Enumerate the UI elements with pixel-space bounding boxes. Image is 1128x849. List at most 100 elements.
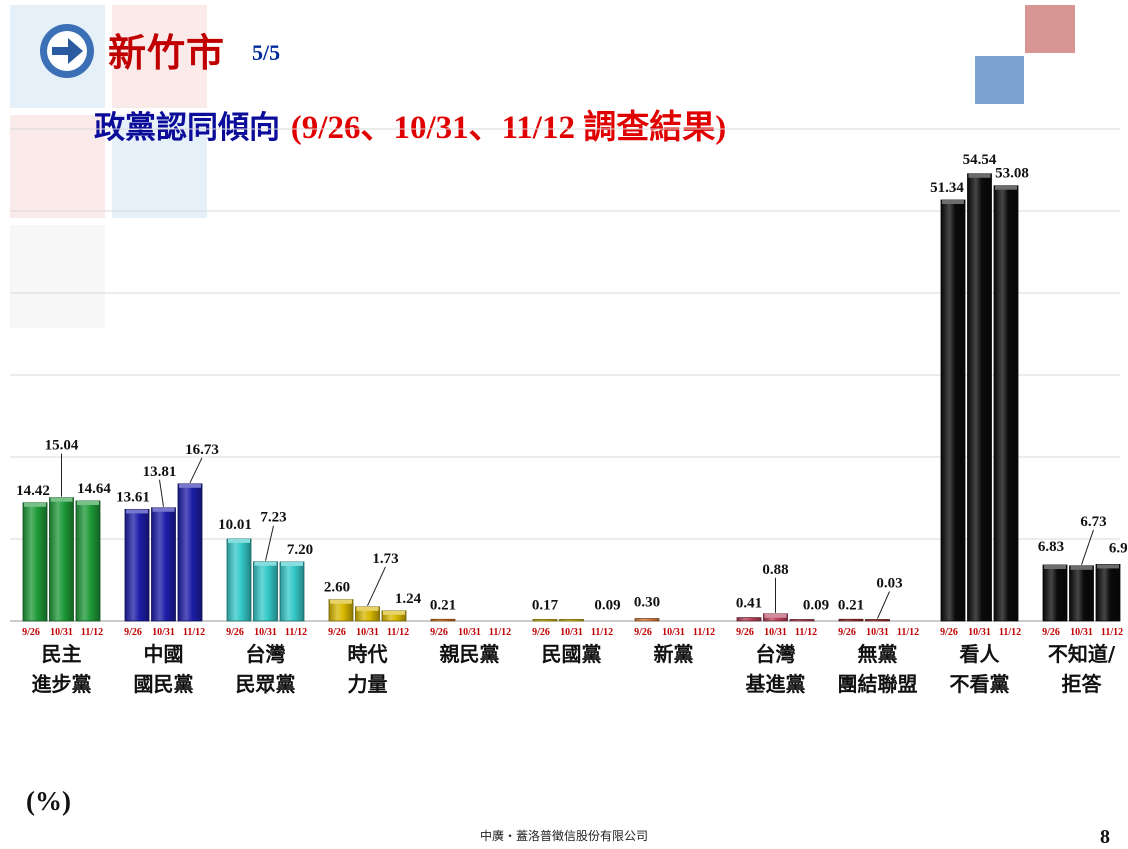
bar-top-highlight — [1097, 564, 1119, 569]
data-label: 0.88 — [762, 562, 788, 578]
label-leader-line — [189, 457, 203, 484]
subtitle-dates: (9/26、10/31、11/12 調查結果) — [290, 110, 727, 146]
wave-tick-label: 10/31 — [50, 627, 73, 638]
wave-tick-label: 10/31 — [254, 627, 277, 638]
bar-top-highlight — [77, 500, 99, 505]
wave-tick-label: 10/31 — [968, 627, 991, 638]
wave-tick-label: 9/26 — [532, 627, 550, 638]
bar-9-10-31 — [865, 619, 890, 622]
wave-tick-label: 9/26 — [328, 627, 346, 638]
bar-top-highlight — [995, 185, 1017, 190]
bar-10-10-31 — [967, 173, 992, 622]
bar-top-highlight — [330, 599, 352, 604]
wave-tick-label: 11/12 — [1101, 627, 1123, 638]
wave-tick-label: 10/31 — [356, 627, 379, 638]
wave-tick-label: 10/31 — [866, 627, 889, 638]
data-label: 2.60 — [324, 580, 350, 596]
data-label: 1.73 — [372, 551, 398, 567]
wave-tick-label: 9/26 — [22, 627, 40, 638]
bar-1-9-26 — [22, 502, 48, 622]
bar-top-highlight — [1044, 564, 1066, 569]
bar-6-9-26 — [532, 619, 558, 622]
category-label: 台灣 — [246, 642, 286, 666]
wave-tick-label: 9/26 — [1042, 627, 1060, 638]
data-label: 0.17 — [532, 598, 559, 614]
category-label: 民國黨 — [542, 642, 602, 666]
decor-square — [1025, 5, 1075, 53]
wave-tick-label: 9/26 — [736, 627, 754, 638]
wave-tick-label: 10/31 — [1070, 627, 1093, 638]
bar-top-highlight — [356, 606, 379, 611]
decor-square — [112, 5, 207, 108]
wave-tick-label: 9/26 — [838, 627, 856, 638]
data-label: 13.81 — [143, 464, 177, 480]
data-label: 6.90 — [1109, 540, 1128, 556]
category-label: 進步黨 — [32, 672, 92, 696]
bar-11-10-31 — [1069, 565, 1094, 622]
wave-tick-label: 9/26 — [940, 627, 958, 638]
bar-8-9-26 — [736, 617, 762, 622]
category-label: 不看黨 — [950, 672, 1010, 696]
wave-tick-label: 11/12 — [795, 627, 817, 638]
data-label: 0.21 — [838, 597, 864, 613]
bar-top-highlight — [1070, 565, 1093, 570]
data-label: 7.23 — [260, 510, 286, 526]
page-title: 新竹市 — [108, 31, 226, 75]
bar-3-10-31 — [253, 561, 278, 622]
category-label: 團結聯盟 — [838, 672, 918, 696]
category-label: 不知道/ — [1048, 642, 1116, 666]
wave-tick-label: 9/26 — [430, 627, 448, 638]
wave-tick-label: 11/12 — [489, 627, 511, 638]
bar-top-highlight — [50, 497, 73, 502]
wave-tick-label: 9/26 — [124, 627, 142, 638]
bar-top-highlight — [942, 200, 964, 205]
label-leader-line — [1081, 529, 1094, 565]
category-label: 中國 — [144, 642, 184, 666]
category-label: 無黨 — [858, 642, 898, 666]
category-label: 拒答 — [1062, 672, 1103, 696]
subtitle-main: 政黨認同傾向 — [94, 110, 280, 146]
bar-2-9-26 — [124, 508, 150, 622]
wave-tick-label: 11/12 — [183, 627, 205, 638]
bar-2-10-31 — [151, 507, 176, 622]
bar-10-11-12 — [993, 185, 1019, 622]
bar-1-11-12 — [75, 500, 101, 622]
data-label: 6.83 — [1038, 539, 1064, 555]
wave-tick-label: 10/31 — [662, 627, 685, 638]
page-number: 8 — [1100, 826, 1110, 848]
category-label: 民眾黨 — [236, 672, 296, 696]
wave-tick-label: 11/12 — [693, 627, 715, 638]
bar-3-9-26 — [226, 538, 252, 622]
bar-3-11-12 — [279, 561, 305, 622]
wave-tick-label: 10/31 — [764, 627, 787, 638]
data-label: 14.64 — [77, 481, 111, 497]
chart-subtitle: 政黨認同傾向 (9/26、10/31、11/12 調查結果) — [94, 100, 726, 148]
data-label: 51.34 — [930, 180, 964, 196]
bar-top-highlight — [383, 610, 405, 615]
data-label: 0.41 — [736, 596, 762, 612]
wave-tick-label: 10/31 — [152, 627, 175, 638]
data-label: 0.03 — [876, 576, 902, 592]
wave-tick-label: 10/31 — [458, 627, 481, 638]
bar-top-highlight — [126, 509, 148, 514]
wave-tick-label: 11/12 — [387, 627, 409, 638]
page-indicator: 5/5 — [252, 40, 281, 65]
data-label: 13.61 — [116, 489, 150, 505]
data-label: 14.42 — [16, 483, 50, 499]
wave-tick-label: 11/12 — [897, 627, 919, 638]
bar-top-highlight — [152, 507, 175, 512]
bar-top-highlight — [281, 561, 303, 566]
category-label: 國民黨 — [134, 672, 194, 696]
bar-2-11-12 — [177, 483, 203, 622]
data-label: 53.08 — [995, 166, 1029, 182]
decor-square — [112, 115, 207, 218]
wave-tick-label: 10/31 — [560, 627, 583, 638]
data-label: 15.04 — [45, 438, 79, 454]
bar-top-highlight — [24, 502, 46, 507]
unit-label: (%) — [26, 786, 71, 816]
bar-9-9-26 — [838, 618, 864, 622]
wave-tick-label: 11/12 — [285, 627, 307, 638]
label-leader-line — [159, 479, 164, 507]
data-label: 54.54 — [963, 152, 997, 168]
